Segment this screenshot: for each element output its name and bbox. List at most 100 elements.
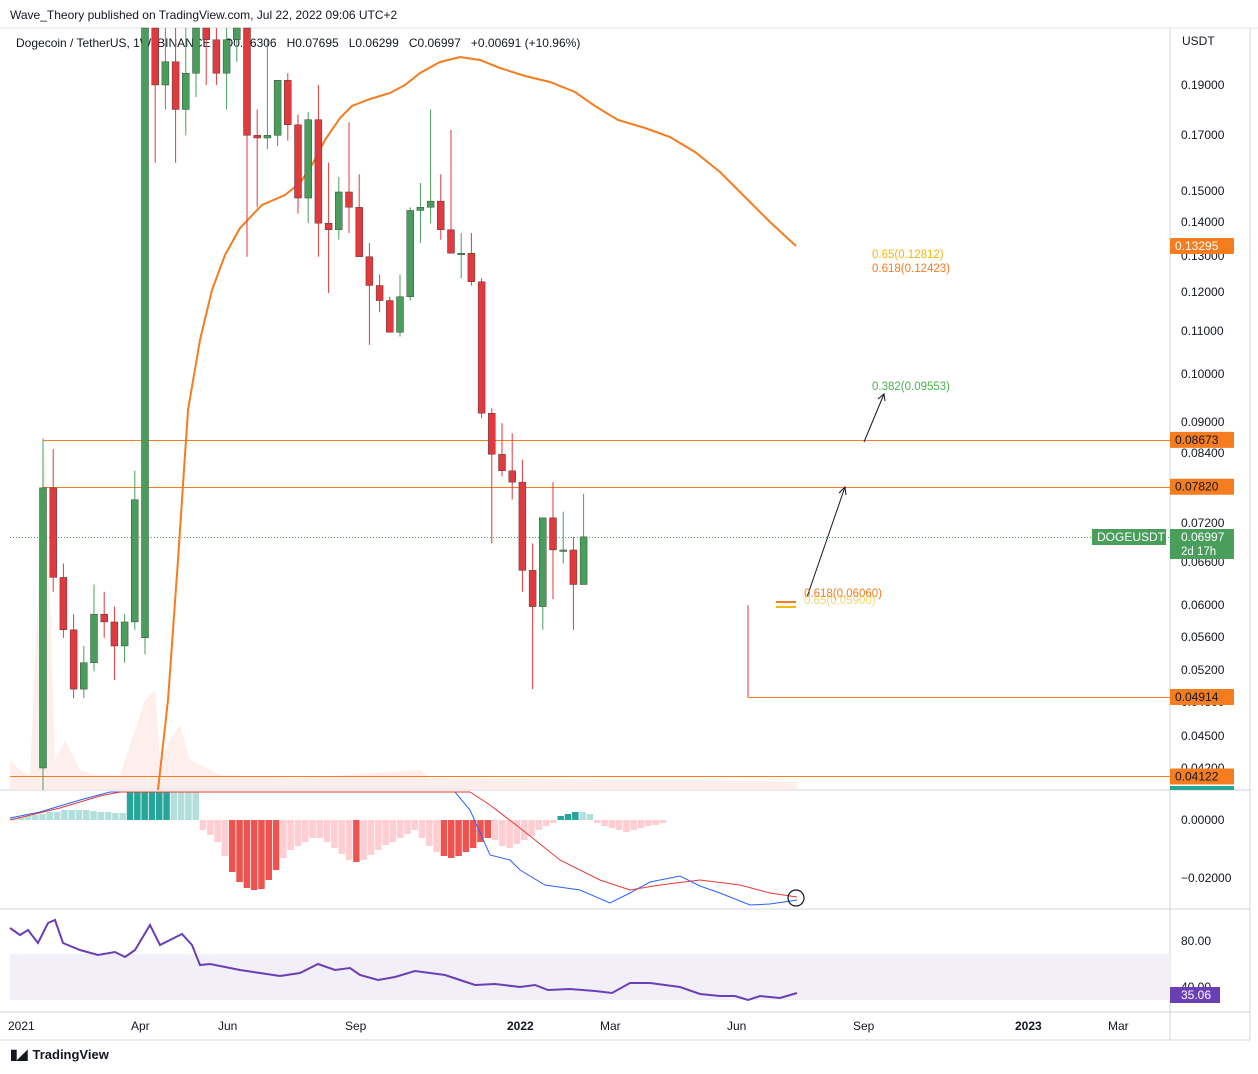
level-low-label-box [1170,688,1234,705]
ohlc-low: L0.06299 [348,36,399,50]
current-price-label: 0.06997 [1181,530,1225,544]
time-tick: Sep [345,1019,367,1033]
macd-bar [499,820,506,846]
candle-body [294,124,302,199]
macd-bar [75,810,83,820]
price-tick: 0.17000 [1181,128,1225,142]
macd-bar [141,792,148,820]
arrow-head [877,393,886,402]
macd-bar [280,820,287,858]
tradingview-logo[interactable]: ▮◢ TradingView [10,1046,109,1063]
ohlc-close: C0.06997 [408,36,461,50]
candle-body [375,285,384,301]
time-axis: 2021 Apr Jun Sep 2022 Mar Jun Sep 2023 Mar [8,1019,1129,1033]
macd-bar [53,812,61,820]
fib-label-0618-bottom: 0.618(0.06060) [804,588,882,600]
time-tick: Sep [853,1019,875,1033]
arrow-line [863,393,885,443]
macd-bar [608,820,616,828]
candle-body [365,256,374,286]
candle-body [416,207,425,211]
macd-bar [433,820,440,852]
rsi-line [9,918,798,1002]
macd-bar [199,820,207,830]
currency-label: USDT [1182,34,1215,48]
macd-bar [367,820,375,855]
macd-bar [265,820,272,880]
price-tick: 0.07200 [1181,516,1225,530]
level-mid-label-box [1170,478,1234,495]
publisher-line: Wave_Theory published on TradingView.com… [10,8,398,22]
macd-bar [506,820,513,848]
price-axis: 0.190000.170000.150000.140000.130000.120… [1092,78,1234,1003]
price-tick: 0.15000 [1181,184,1225,198]
macd-bar [491,820,499,840]
ohlc-change: +0.00691 (+10.96%) [470,36,581,50]
macd-bar [484,820,491,838]
time-tick: 2023 [1015,1019,1042,1033]
candle-body [324,222,333,230]
fib-label-065-top: 0.65(0.12812) [872,249,944,261]
symbol-name: Dogecoin / TetherUS, 1W, BINANCE [16,36,211,50]
time-tick: Mar [1108,1019,1129,1033]
candle-body [120,621,129,647]
rsi-pane [9,918,798,1002]
level-upper-label: 0.08673 [1175,433,1219,447]
macd-tick: −0.02000 [1181,871,1232,885]
candle-body [539,517,547,607]
macd-bar [46,812,53,820]
macd-bar [353,820,360,862]
candle-body [304,119,312,199]
time-tick: Jun [727,1019,746,1033]
macd-bar [557,816,564,820]
macd-bar [83,810,90,820]
tradingview-icon: ▮◢ [10,1046,28,1062]
time-tick: Mar [600,1019,621,1033]
candle-body [498,454,506,471]
candle-body [69,629,78,690]
rsi-value-label: 35.06 [1181,988,1211,1002]
macd-bar [623,820,630,832]
candle-body [528,570,537,607]
macd-bar [513,820,521,844]
macd-bar [360,820,367,860]
fib-label-065-bottom: 0.65(0.05900) [804,595,876,607]
macd-bar [601,820,608,826]
macd-bar [287,820,294,850]
macd-bar [404,820,411,834]
macd-bar [462,820,470,852]
macd-bar [645,820,652,826]
price-tick: 0.09000 [1181,415,1225,429]
macd-tick: 0.00000 [1181,813,1225,827]
price-tick: 0.10000 [1181,367,1225,381]
macd-bar [302,820,309,842]
macd-bar [440,820,448,856]
macd-bar [448,820,455,858]
candle-body [202,27,210,40]
level-upper-label-box [1170,431,1234,448]
volume-partial-box [1170,786,1234,790]
rsi-value-box [1170,987,1220,1003]
candle-body [39,487,47,769]
candle-body [284,80,292,126]
symbol-tag-box [1092,529,1166,545]
level-mid-label: 0.07820 [1175,480,1219,494]
candle-body [212,39,221,74]
rsi-tick: 80.00 [1181,934,1211,948]
macd-bar [185,792,192,820]
candle-body [263,135,272,139]
level-low-label: 0.04914 [1175,690,1219,704]
candle-body [80,662,88,690]
signal-line [9,791,798,898]
candle-body [396,296,404,333]
candle-body [90,614,98,663]
macd-bar [207,820,214,835]
candle-body [131,499,139,623]
annotations [776,393,886,608]
macd-bar [345,820,353,860]
current-price-box [1170,529,1234,559]
ma-line [157,55,797,791]
macd-bar [382,820,389,845]
candle-body [253,135,261,139]
